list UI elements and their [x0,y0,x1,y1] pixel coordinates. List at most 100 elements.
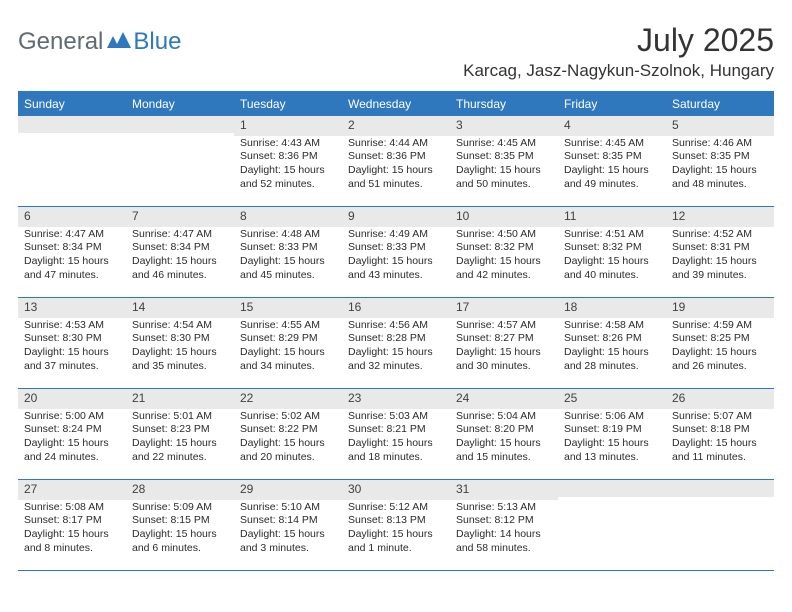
sunset-text: Sunset: 8:25 PM [672,332,768,346]
sunrise-text: Sunrise: 4:47 AM [24,228,120,242]
day-cell [18,116,126,206]
day-body: Sunrise: 5:13 AMSunset: 8:12 PMDaylight:… [450,500,558,562]
day-body [558,497,666,504]
sunset-text: Sunset: 8:35 PM [672,150,768,164]
sunset-text: Sunset: 8:32 PM [564,241,660,255]
day-body: Sunrise: 4:48 AMSunset: 8:33 PMDaylight:… [234,227,342,289]
day-number: 21 [126,389,234,409]
day-body: Sunrise: 4:59 AMSunset: 8:25 PMDaylight:… [666,318,774,380]
sunrise-text: Sunrise: 5:06 AM [564,410,660,424]
weekday-tue: Tuesday [234,92,342,116]
sunset-text: Sunset: 8:17 PM [24,514,120,528]
calendar: Sunday Monday Tuesday Wednesday Thursday… [18,91,774,571]
day-cell: 24Sunrise: 5:04 AMSunset: 8:20 PMDayligh… [450,389,558,479]
day-body: Sunrise: 4:47 AMSunset: 8:34 PMDaylight:… [18,227,126,289]
sunrise-text: Sunrise: 4:53 AM [24,319,120,333]
sunset-text: Sunset: 8:35 PM [564,150,660,164]
day-number: 20 [18,389,126,409]
weekday-header-row: Sunday Monday Tuesday Wednesday Thursday… [18,92,774,116]
day-number: 17 [450,298,558,318]
daylight-text: Daylight: 15 hours and 20 minutes. [240,437,336,464]
sunset-text: Sunset: 8:12 PM [456,514,552,528]
day-number: 2 [342,116,450,136]
sunset-text: Sunset: 8:30 PM [132,332,228,346]
daylight-text: Daylight: 15 hours and 45 minutes. [240,255,336,282]
sunrise-text: Sunrise: 4:48 AM [240,228,336,242]
weekday-sat: Saturday [666,92,774,116]
day-cell: 19Sunrise: 4:59 AMSunset: 8:25 PMDayligh… [666,298,774,388]
sunrise-text: Sunrise: 4:52 AM [672,228,768,242]
sunrise-text: Sunrise: 5:04 AM [456,410,552,424]
day-number: 7 [126,207,234,227]
day-body [126,133,234,140]
week-row: 13Sunrise: 4:53 AMSunset: 8:30 PMDayligh… [18,298,774,389]
logo-wave-icon [107,30,131,55]
day-cell: 30Sunrise: 5:12 AMSunset: 8:13 PMDayligh… [342,480,450,570]
sunrise-text: Sunrise: 5:10 AM [240,501,336,515]
daylight-text: Daylight: 15 hours and 26 minutes. [672,346,768,373]
day-number: 23 [342,389,450,409]
day-cell: 28Sunrise: 5:09 AMSunset: 8:15 PMDayligh… [126,480,234,570]
day-cell: 10Sunrise: 4:50 AMSunset: 8:32 PMDayligh… [450,207,558,297]
day-number: 24 [450,389,558,409]
daylight-text: Daylight: 15 hours and 22 minutes. [132,437,228,464]
title-block: July 2025 Karcag, Jasz-Nagykun-Szolnok, … [463,22,774,81]
day-cell: 5Sunrise: 4:46 AMSunset: 8:35 PMDaylight… [666,116,774,206]
day-number [126,116,234,133]
daylight-text: Daylight: 15 hours and 18 minutes. [348,437,444,464]
day-body: Sunrise: 4:51 AMSunset: 8:32 PMDaylight:… [558,227,666,289]
day-cell: 17Sunrise: 4:57 AMSunset: 8:27 PMDayligh… [450,298,558,388]
sunrise-text: Sunrise: 5:08 AM [24,501,120,515]
day-body: Sunrise: 4:49 AMSunset: 8:33 PMDaylight:… [342,227,450,289]
sunset-text: Sunset: 8:15 PM [132,514,228,528]
sunrise-text: Sunrise: 5:02 AM [240,410,336,424]
day-cell: 14Sunrise: 4:54 AMSunset: 8:30 PMDayligh… [126,298,234,388]
week-row: 27Sunrise: 5:08 AMSunset: 8:17 PM Dayligh… [18,480,774,571]
sunset-text: Sunset: 8:29 PM [240,332,336,346]
day-number [558,480,666,497]
day-body: Sunrise: 4:46 AMSunset: 8:35 PMDaylight:… [666,136,774,198]
daylight-text: Daylight: 15 hours and 48 minutes. [672,164,768,191]
daylight-text: Daylight: 15 hours and 1 minute. [348,528,444,555]
sunset-text: Sunset: 8:19 PM [564,423,660,437]
daylight-text: Daylight: 15 hours and 52 minutes. [240,164,336,191]
weekday-thu: Thursday [450,92,558,116]
weekday-mon: Monday [126,92,234,116]
sunrise-text: Sunrise: 4:45 AM [564,137,660,151]
day-body: Sunrise: 5:04 AMSunset: 8:20 PMDaylight:… [450,409,558,471]
day-body: Sunrise: 4:53 AMSunset: 8:30 PMDaylight:… [18,318,126,380]
sunset-text: Sunset: 8:24 PM [24,423,120,437]
day-number: 27 [18,480,126,500]
weekday-wed: Wednesday [342,92,450,116]
day-cell: 2Sunrise: 4:44 AMSunset: 8:36 PMDaylight… [342,116,450,206]
sunrise-text: Sunrise: 4:44 AM [348,137,444,151]
day-cell: 31Sunrise: 5:13 AMSunset: 8:12 PMDayligh… [450,480,558,570]
day-body: Sunrise: 4:54 AMSunset: 8:30 PMDaylight:… [126,318,234,380]
daylight-text: Daylight: 15 hours and 15 minutes. [456,437,552,464]
sunset-text: Sunset: 8:36 PM [348,150,444,164]
day-cell [666,480,774,570]
day-cell: 8Sunrise: 4:48 AMSunset: 8:33 PMDaylight… [234,207,342,297]
day-cell: 18Sunrise: 4:58 AMSunset: 8:26 PMDayligh… [558,298,666,388]
daylight-text: Daylight: 15 hours and 11 minutes. [672,437,768,464]
day-number: 9 [342,207,450,227]
day-cell: 13Sunrise: 4:53 AMSunset: 8:30 PMDayligh… [18,298,126,388]
month-title: July 2025 [463,22,774,59]
daylight-text: Daylight: 15 hours and 30 minutes. [456,346,552,373]
sunrise-text: Sunrise: 4:59 AM [672,319,768,333]
day-body: Sunrise: 5:02 AMSunset: 8:22 PMDaylight:… [234,409,342,471]
day-body: Sunrise: 4:45 AMSunset: 8:35 PMDaylight:… [450,136,558,198]
day-cell [126,116,234,206]
day-cell: 12Sunrise: 4:52 AMSunset: 8:31 PMDayligh… [666,207,774,297]
week-row: 20Sunrise: 5:00 AMSunset: 8:24 PMDayligh… [18,389,774,480]
daylight-text: Daylight: 15 hours and 34 minutes. [240,346,336,373]
day-number: 31 [450,480,558,500]
day-number: 3 [450,116,558,136]
sunrise-text: Sunrise: 4:56 AM [348,319,444,333]
day-body: Sunrise: 4:47 AMSunset: 8:34 PMDaylight:… [126,227,234,289]
day-number: 16 [342,298,450,318]
sunrise-text: Sunrise: 5:03 AM [348,410,444,424]
daylight-text: Daylight: 15 hours and 6 minutes. [132,528,228,555]
day-cell: 27Sunrise: 5:08 AMSunset: 8:17 PMDayligh… [18,480,126,570]
sunset-text: Sunset: 8:22 PM [240,423,336,437]
